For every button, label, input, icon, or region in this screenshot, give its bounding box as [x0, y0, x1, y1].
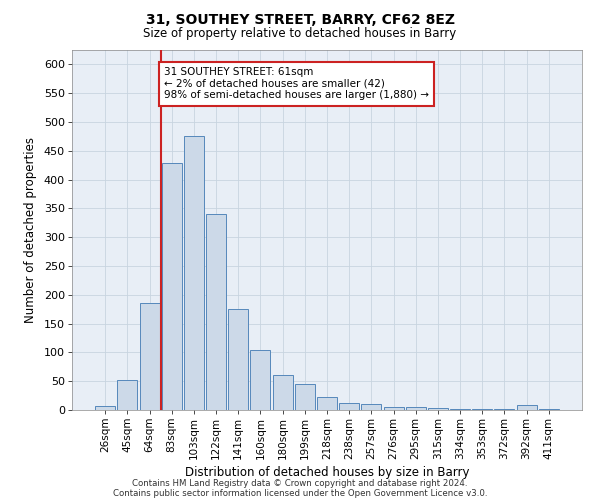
Bar [140, 304, 160, 410]
Bar [228, 309, 248, 410]
Bar [272, 376, 293, 410]
Bar [317, 398, 337, 410]
Bar [295, 384, 315, 410]
X-axis label: Distribution of detached houses by size in Barry: Distribution of detached houses by size … [185, 466, 469, 479]
Text: Contains public sector information licensed under the Open Government Licence v3: Contains public sector information licen… [113, 488, 487, 498]
Bar [517, 406, 536, 410]
Bar [118, 380, 137, 410]
Text: 31 SOUTHEY STREET: 61sqm
← 2% of detached houses are smaller (42)
98% of semi-de: 31 SOUTHEY STREET: 61sqm ← 2% of detache… [164, 68, 429, 100]
Y-axis label: Number of detached properties: Number of detached properties [24, 137, 37, 323]
Bar [383, 406, 404, 410]
Text: Contains HM Land Registry data © Crown copyright and database right 2024.: Contains HM Land Registry data © Crown c… [132, 478, 468, 488]
Text: Size of property relative to detached houses in Barry: Size of property relative to detached ho… [143, 28, 457, 40]
Text: 31, SOUTHEY STREET, BARRY, CF62 8EZ: 31, SOUTHEY STREET, BARRY, CF62 8EZ [146, 12, 455, 26]
Bar [250, 350, 271, 410]
Bar [361, 404, 382, 410]
Bar [450, 409, 470, 410]
Bar [406, 407, 426, 410]
Bar [95, 406, 115, 410]
Bar [162, 164, 182, 410]
Bar [339, 403, 359, 410]
Bar [184, 136, 204, 410]
Bar [206, 214, 226, 410]
Bar [428, 408, 448, 410]
